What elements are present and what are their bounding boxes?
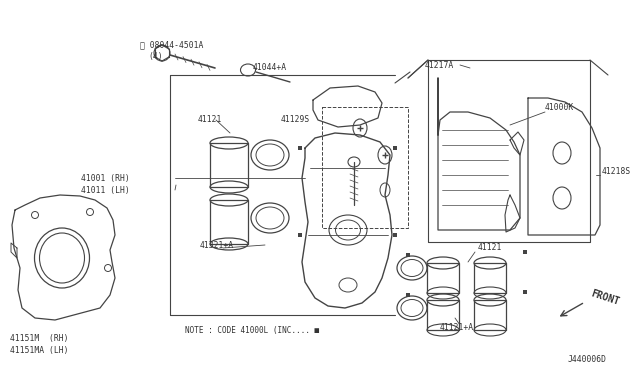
Text: (4): (4)	[148, 52, 163, 61]
Text: J440006D: J440006D	[568, 356, 607, 365]
Text: Ⓑ 08044-4501A: Ⓑ 08044-4501A	[140, 41, 204, 49]
Text: 41121: 41121	[478, 244, 502, 253]
Text: 41000K: 41000K	[545, 103, 574, 112]
Text: 41321+A: 41321+A	[200, 241, 234, 250]
Text: 41151M  (RH): 41151M (RH)	[10, 334, 68, 343]
Text: 41001 (RH): 41001 (RH)	[81, 173, 130, 183]
Text: 41121+A: 41121+A	[440, 324, 474, 333]
Text: 41129S: 41129S	[281, 115, 310, 125]
Text: NOTE : CODE 41000L (INC.... ■: NOTE : CODE 41000L (INC.... ■	[185, 326, 319, 334]
Text: 41011 (LH): 41011 (LH)	[81, 186, 130, 195]
Text: FRONT: FRONT	[590, 289, 621, 307]
Text: 41121: 41121	[198, 115, 222, 125]
Text: 41218S: 41218S	[602, 167, 631, 176]
Text: 41044+A: 41044+A	[253, 62, 287, 71]
Text: 41151MA (LH): 41151MA (LH)	[10, 346, 68, 355]
Text: 41217A: 41217A	[425, 61, 454, 70]
